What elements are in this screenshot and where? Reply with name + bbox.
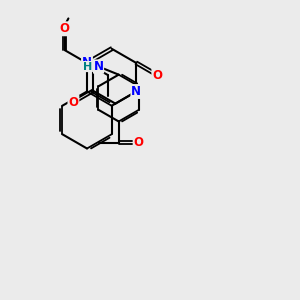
Text: H: H xyxy=(83,61,92,72)
Text: O: O xyxy=(134,136,144,149)
Text: N: N xyxy=(82,56,92,70)
Text: O: O xyxy=(60,22,70,35)
Text: N: N xyxy=(94,60,103,73)
Text: O: O xyxy=(68,96,78,109)
Text: O: O xyxy=(152,69,162,82)
Text: N: N xyxy=(131,85,141,98)
